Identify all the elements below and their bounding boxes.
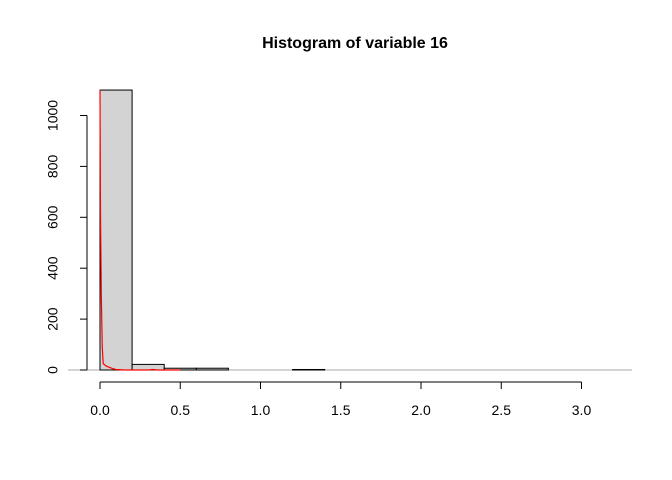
y-tick-label: 200 xyxy=(45,307,61,331)
y-tick-label: 800 xyxy=(45,155,61,179)
chart-title: Histogram of variable 16 xyxy=(262,35,448,52)
x-tick-label: 0.5 xyxy=(171,402,191,418)
x-tick-label: 3.0 xyxy=(572,402,592,418)
y-tick-label: 0 xyxy=(45,366,61,374)
histogram-bar xyxy=(131,363,165,371)
y-tick-label: 1000 xyxy=(45,100,61,131)
histogram-bar xyxy=(99,89,133,371)
density-curve xyxy=(99,90,181,371)
bars-layer xyxy=(68,89,632,371)
histogram-bar xyxy=(292,368,326,371)
y-axis: 0 200 400 600 800 1000 xyxy=(45,100,88,374)
x-tick-label: 1.0 xyxy=(251,402,271,418)
histogram-bar xyxy=(195,367,229,371)
y-tick-label: 600 xyxy=(45,205,61,229)
x-tick-label: 0.0 xyxy=(90,402,110,418)
y-tick-label: 400 xyxy=(45,256,61,280)
x-tick-label: 2.0 xyxy=(411,402,431,418)
density-layer xyxy=(99,90,181,371)
x-tick-label: 2.5 xyxy=(492,402,512,418)
x-tick-label: 1.5 xyxy=(331,402,351,418)
x-axis: 0.0 0.5 1.0 1.5 2.0 2.5 3.0 xyxy=(90,381,592,418)
